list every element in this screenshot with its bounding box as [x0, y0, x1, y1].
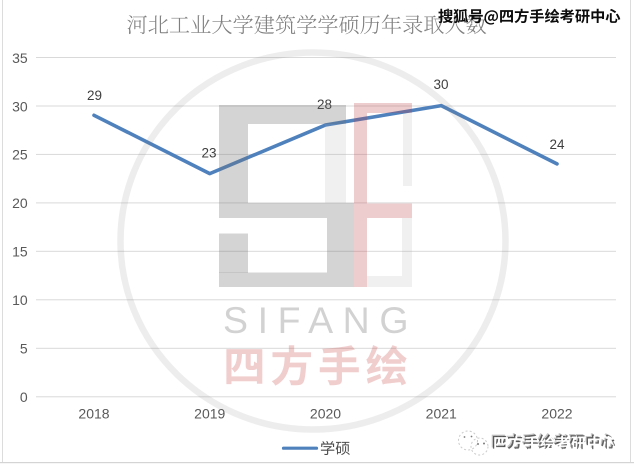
svg-text:15: 15 [12, 244, 28, 260]
svg-text:2019: 2019 [194, 406, 225, 422]
svg-text:0: 0 [20, 389, 28, 405]
svg-text:20: 20 [12, 195, 28, 211]
svg-text:2020: 2020 [310, 406, 341, 422]
svg-text:30: 30 [433, 77, 448, 92]
svg-text:29: 29 [87, 88, 102, 103]
svg-text:10: 10 [12, 292, 28, 308]
svg-text:35: 35 [12, 50, 28, 66]
svg-text:2022: 2022 [541, 406, 572, 422]
svg-text:30: 30 [12, 98, 28, 114]
svg-text:2018: 2018 [78, 406, 109, 422]
svg-text:25: 25 [12, 147, 28, 163]
svg-text:SIFANG: SIFANG [223, 299, 418, 341]
svg-text:2021: 2021 [426, 406, 457, 422]
svg-text:5: 5 [20, 341, 28, 357]
svg-text:23: 23 [201, 145, 216, 160]
svg-text:28: 28 [317, 97, 332, 112]
svg-text:24: 24 [549, 137, 565, 152]
